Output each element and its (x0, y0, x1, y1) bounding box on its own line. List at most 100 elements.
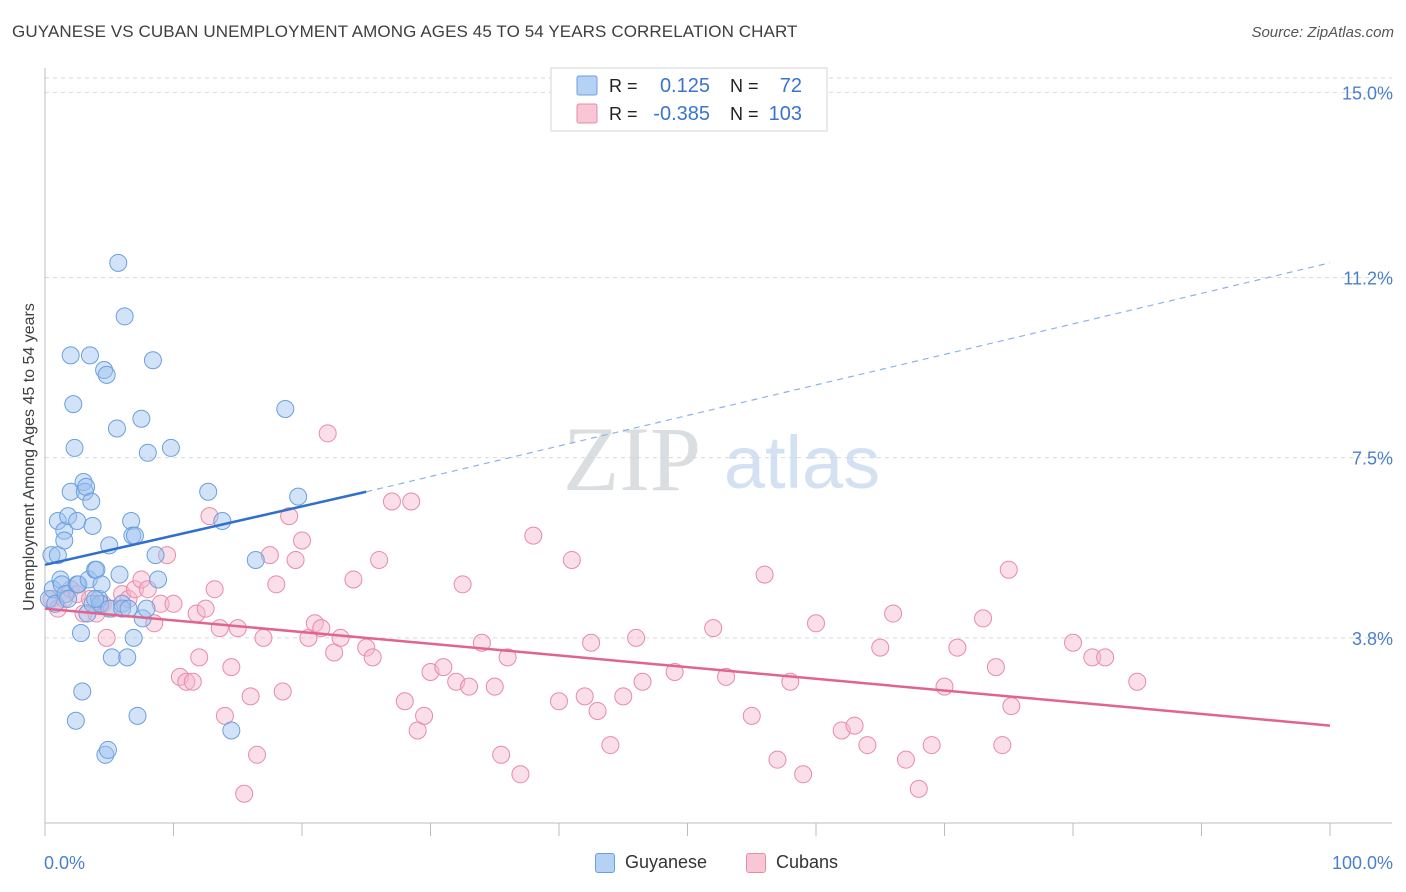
cubans-point (177, 672, 196, 691)
guyanese-point (61, 346, 80, 365)
guyanese-point (97, 365, 116, 384)
cubans-point (871, 638, 890, 657)
cubans-point (402, 492, 421, 511)
cubans-trend-line (44, 607, 1331, 727)
legend-swatch-guyanese (576, 75, 598, 96)
guyanese-point (71, 624, 90, 643)
guyanese-point (91, 594, 110, 613)
cubans-swatch-icon (746, 852, 766, 873)
guyanese-point (66, 711, 85, 730)
legend-n-label-cubans: N = (730, 104, 759, 124)
source-label: Source: ZipAtlas.com (1251, 24, 1394, 41)
cubans-point (331, 628, 350, 647)
legend-item-cubans[interactable]: Cubans (746, 852, 838, 873)
y-tick-label: 7.5% (1352, 449, 1393, 469)
guyanese-points (39, 253, 308, 764)
cubans-point (164, 594, 183, 613)
guyanese-point (276, 399, 295, 418)
cubans-point (222, 658, 241, 677)
cubans-point (1128, 672, 1147, 691)
cubans-point (280, 507, 299, 526)
cubans-point (415, 706, 434, 725)
cubans-point (196, 599, 215, 618)
cubans-point (260, 546, 279, 565)
x-tick-label-min: 0.0% (44, 853, 85, 873)
cubans-point (845, 716, 864, 735)
guyanese-point (96, 745, 115, 764)
guyanese-trend-extension (366, 262, 1331, 493)
guyanese-point (73, 682, 92, 701)
cubans-point (395, 692, 414, 711)
guyanese-point (199, 482, 218, 501)
cubans-point (254, 628, 273, 647)
cubans-point (318, 424, 337, 443)
cubans-point (755, 565, 774, 584)
guyanese-point (138, 443, 157, 462)
cubans-point (183, 672, 202, 691)
legend-label-cubans: Cubans (776, 852, 839, 872)
cubans-point (986, 658, 1005, 677)
guyanese-point (246, 550, 265, 569)
cubans-point (434, 658, 453, 677)
cubans-point (717, 667, 736, 686)
guyanese-point (95, 361, 114, 379)
legend-r-label-cubans: R = (609, 104, 638, 124)
stats-legend: R = 0.125 N = 72 R = -0.385 N = 103 (550, 67, 828, 132)
cubans-point (562, 550, 581, 569)
guyanese-point (122, 512, 141, 530)
cubans-point (999, 560, 1018, 579)
guyanese-point (102, 648, 121, 667)
guyanese-swatch-icon (595, 852, 615, 873)
guyanese-point (80, 346, 99, 365)
guyanese-point (68, 512, 87, 530)
legend-r-value-guyanese: 0.125 (660, 75, 710, 97)
cubans-point (1083, 648, 1102, 667)
cubans-point (909, 779, 928, 798)
cubans-point (498, 648, 517, 667)
legend-r-value-cubans: -0.385 (653, 103, 710, 125)
guyanese-point (83, 516, 102, 535)
cubans-point (511, 765, 530, 784)
guyanese-point (59, 589, 78, 608)
cubans-point (205, 580, 224, 599)
cubans-point (614, 687, 633, 706)
cubans-point (704, 619, 723, 638)
cubans-point (768, 750, 787, 769)
guyanese-point (107, 419, 126, 438)
guyanese-point (149, 570, 168, 589)
legend-n-value-cubans: 103 (769, 103, 802, 125)
guyanese-point (118, 648, 137, 667)
cubans-point (575, 687, 594, 706)
legend-item-guyanese[interactable]: Guyanese (595, 852, 707, 873)
cubans-point (1064, 633, 1082, 652)
legend-n-label-guyanese: N = (730, 76, 759, 96)
cubans-point (742, 706, 761, 725)
legend-label-guyanese: Guyanese (625, 852, 708, 872)
guyanese-point (137, 599, 156, 618)
guyanese-point (289, 487, 308, 506)
cubans-point (922, 736, 941, 755)
guyanese-point (98, 740, 117, 759)
guyanese-point (56, 585, 75, 604)
y-tick-label: 11.2% (1343, 268, 1393, 288)
guyanese-point (222, 721, 241, 740)
guyanese-trend-line (44, 490, 367, 567)
guyanese-point (146, 546, 165, 565)
guyanese-point (115, 307, 134, 326)
cubans-point (665, 663, 684, 681)
guyanese-point (77, 477, 96, 496)
grid-layer (45, 77, 1392, 639)
y-tick-label: 15.0% (1342, 83, 1393, 103)
guyanese-point (48, 512, 67, 530)
guyanese-point (69, 575, 88, 594)
cubans-point (896, 750, 915, 769)
cubans-points (42, 424, 1147, 803)
guyanese-point (64, 395, 83, 414)
guyanese-point (55, 521, 74, 540)
axis-layer: 3.8% 7.5% 11.2% 15.0% 0.0% 100.0% (44, 68, 1393, 873)
cubans-point (267, 575, 286, 594)
cubans-point (241, 687, 260, 706)
legend-n-value-guyanese: 72 (780, 75, 802, 97)
guyanese-point (74, 473, 93, 492)
